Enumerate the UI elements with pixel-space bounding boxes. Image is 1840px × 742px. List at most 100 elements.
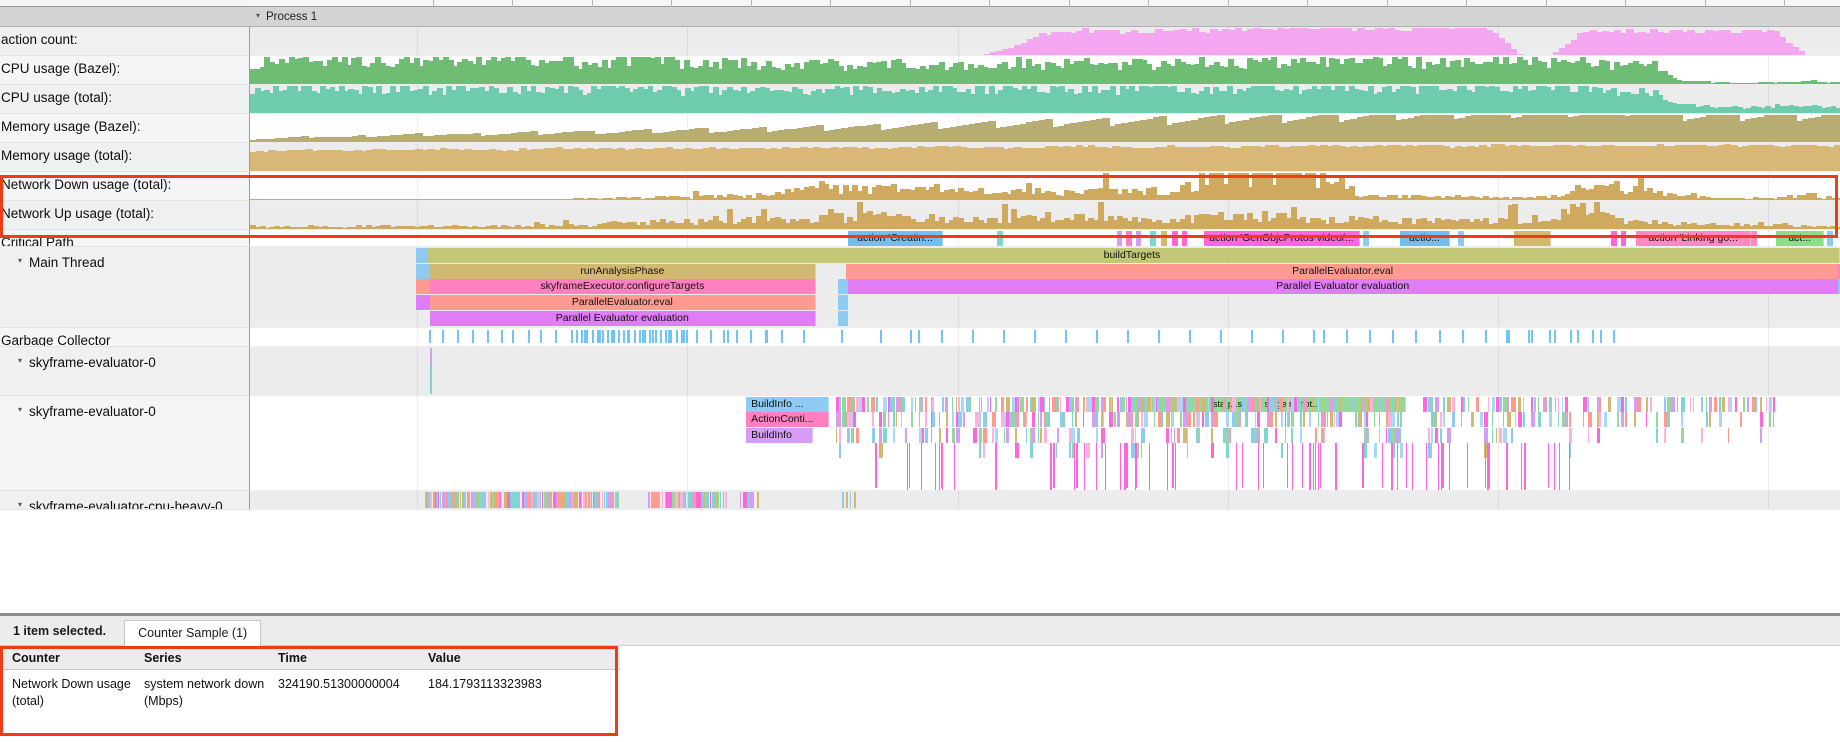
cpu-heavy-slice[interactable] xyxy=(473,492,477,508)
skyframe-slice[interactable] xyxy=(1588,412,1592,428)
cpu-heavy-slice[interactable] xyxy=(464,492,467,508)
skyframe-slice[interactable] xyxy=(1555,397,1557,412)
gc-event-tick[interactable] xyxy=(586,330,589,343)
skyframe-slice[interactable] xyxy=(1060,397,1062,412)
skyframe-slice[interactable] xyxy=(1625,397,1627,412)
skyframe-slice[interactable] xyxy=(1176,427,1180,443)
critical-path-slice[interactable] xyxy=(1116,231,1123,246)
critical-path-slice[interactable] xyxy=(997,231,1003,246)
cpu-heavy-slice[interactable] xyxy=(585,492,587,508)
skyframe-slice[interactable] xyxy=(1534,397,1537,412)
skyframe-slice[interactable] xyxy=(1772,397,1775,412)
skyframe-slice[interactable] xyxy=(1051,397,1056,412)
skyframe-slice[interactable] xyxy=(1150,397,1153,412)
skyframe-slice[interactable] xyxy=(918,412,920,428)
skyframe-slice[interactable] xyxy=(1071,427,1076,443)
skyframe-slice[interactable] xyxy=(1117,412,1120,428)
cpu-heavy-slice[interactable] xyxy=(448,492,452,508)
skyframe-slice[interactable] xyxy=(1582,412,1585,428)
skyframe-slice[interactable] xyxy=(1727,397,1732,412)
skyframe-slice[interactable] xyxy=(872,427,875,443)
skyframe-slice[interactable] xyxy=(895,412,897,428)
skyframe-slice[interactable] xyxy=(918,397,923,412)
skyframe-slice[interactable] xyxy=(1029,397,1034,412)
skyframe-slice[interactable] xyxy=(1451,412,1455,428)
skyframe-slice[interactable] xyxy=(1128,412,1132,428)
skyframe-slice[interactable] xyxy=(1095,443,1098,490)
track-label-critical-path[interactable]: Critical Path xyxy=(0,230,250,247)
skyframe-slice[interactable] xyxy=(835,397,840,412)
skyframe-slice[interactable] xyxy=(1638,397,1642,412)
cpu-heavy-slice[interactable] xyxy=(439,492,442,508)
skyframe-slice[interactable] xyxy=(1297,397,1300,412)
skyframe-slice[interactable] xyxy=(1447,427,1451,443)
skyframe-slice[interactable] xyxy=(1043,397,1046,412)
skyframe-slice[interactable] xyxy=(429,348,432,394)
skyframe-slice[interactable] xyxy=(1588,427,1590,443)
skyframe-slice[interactable] xyxy=(932,397,934,412)
skyframe-slice[interactable] xyxy=(978,427,982,443)
skyframe-slice[interactable] xyxy=(1287,443,1289,489)
main-thread-slice[interactable]: buildTargets xyxy=(424,248,1840,263)
skyframe-slice[interactable] xyxy=(883,397,888,412)
skyframe-slice[interactable] xyxy=(1293,397,1298,412)
skyframe-slice[interactable] xyxy=(1025,412,1027,428)
cpu-heavy-slice[interactable] xyxy=(505,492,509,508)
skyframe-slice[interactable] xyxy=(1127,443,1129,489)
cpu-heavy-slice[interactable] xyxy=(703,492,708,508)
skyframe-slice[interactable] xyxy=(1172,443,1174,489)
skyframe-slice[interactable] xyxy=(1286,397,1290,412)
skyframe-slice[interactable] xyxy=(1680,427,1684,443)
main-thread-slice[interactable] xyxy=(1838,263,1840,279)
cpu-heavy-slice[interactable] xyxy=(494,492,498,508)
cpu-heavy-slice[interactable] xyxy=(724,492,727,508)
skyframe-slice[interactable] xyxy=(1039,397,1044,412)
skyframe-slice[interactable] xyxy=(1281,443,1283,459)
cpu-heavy-slice[interactable] xyxy=(546,492,550,508)
skyframe-slice[interactable] xyxy=(1387,397,1389,412)
skyframe-slice[interactable] xyxy=(1719,412,1722,428)
gc-event-tick[interactable] xyxy=(659,330,662,343)
skyframe-slice[interactable] xyxy=(1411,443,1413,490)
skyframe-slice[interactable] xyxy=(1547,443,1549,489)
chevron-down-icon[interactable]: ▾ xyxy=(18,256,23,265)
skyframe-slice[interactable] xyxy=(1017,397,1019,412)
skyframe-slice[interactable] xyxy=(1385,397,1389,412)
skyframe-slice[interactable] xyxy=(1291,443,1293,490)
skyframe-slice[interactable] xyxy=(1620,412,1624,428)
skyframe-slice[interactable] xyxy=(1225,443,1229,459)
skyframe-slice[interactable] xyxy=(1423,397,1428,412)
skyframe-slice[interactable] xyxy=(1531,397,1534,412)
cpu-heavy-slice[interactable] xyxy=(491,492,497,508)
skyframe-slice[interactable] xyxy=(1299,427,1303,443)
skyframe-slice[interactable] xyxy=(1310,443,1312,490)
skyframe-slice[interactable] xyxy=(1693,397,1695,412)
skyframe-slice[interactable] xyxy=(1616,397,1621,412)
skyframe-slice[interactable] xyxy=(1531,412,1536,428)
skyframe-slice[interactable] xyxy=(1391,443,1395,459)
skyframe-slice[interactable] xyxy=(1561,412,1566,428)
cpu-heavy-slice[interactable] xyxy=(592,492,596,508)
skyframe-slice[interactable] xyxy=(986,397,990,412)
skyframe-slice[interactable] xyxy=(1354,397,1356,412)
skyframe-slice[interactable] xyxy=(1680,412,1683,428)
gc-event-tick[interactable] xyxy=(1157,330,1160,343)
skyframe-slice[interactable] xyxy=(924,427,928,443)
skyframe-slice[interactable] xyxy=(1607,397,1611,412)
skyframe-slice[interactable] xyxy=(1223,427,1227,443)
skyframe-slice[interactable] xyxy=(1354,412,1357,428)
skyframe-slice[interactable] xyxy=(1431,397,1434,412)
cpu-heavy-slice[interactable] xyxy=(596,492,599,508)
skyframe-slice[interactable] xyxy=(1254,427,1259,443)
skyframe-slice[interactable] xyxy=(1385,427,1387,443)
skyframe-slice[interactable] xyxy=(900,397,905,412)
critical-path-slice[interactable] xyxy=(1161,231,1167,246)
gc-event-tick[interactable] xyxy=(1530,330,1533,343)
skyframe-slice[interactable] xyxy=(1499,427,1503,443)
cpu-heavy-slice[interactable] xyxy=(717,492,719,508)
skyframe-slice[interactable] xyxy=(1378,427,1380,443)
skyframe-slice[interactable] xyxy=(1180,412,1182,428)
skyframe-slice[interactable] xyxy=(1396,397,1398,412)
skyframe-slice[interactable] xyxy=(1561,397,1564,412)
skyframe-slice[interactable] xyxy=(1431,412,1436,428)
